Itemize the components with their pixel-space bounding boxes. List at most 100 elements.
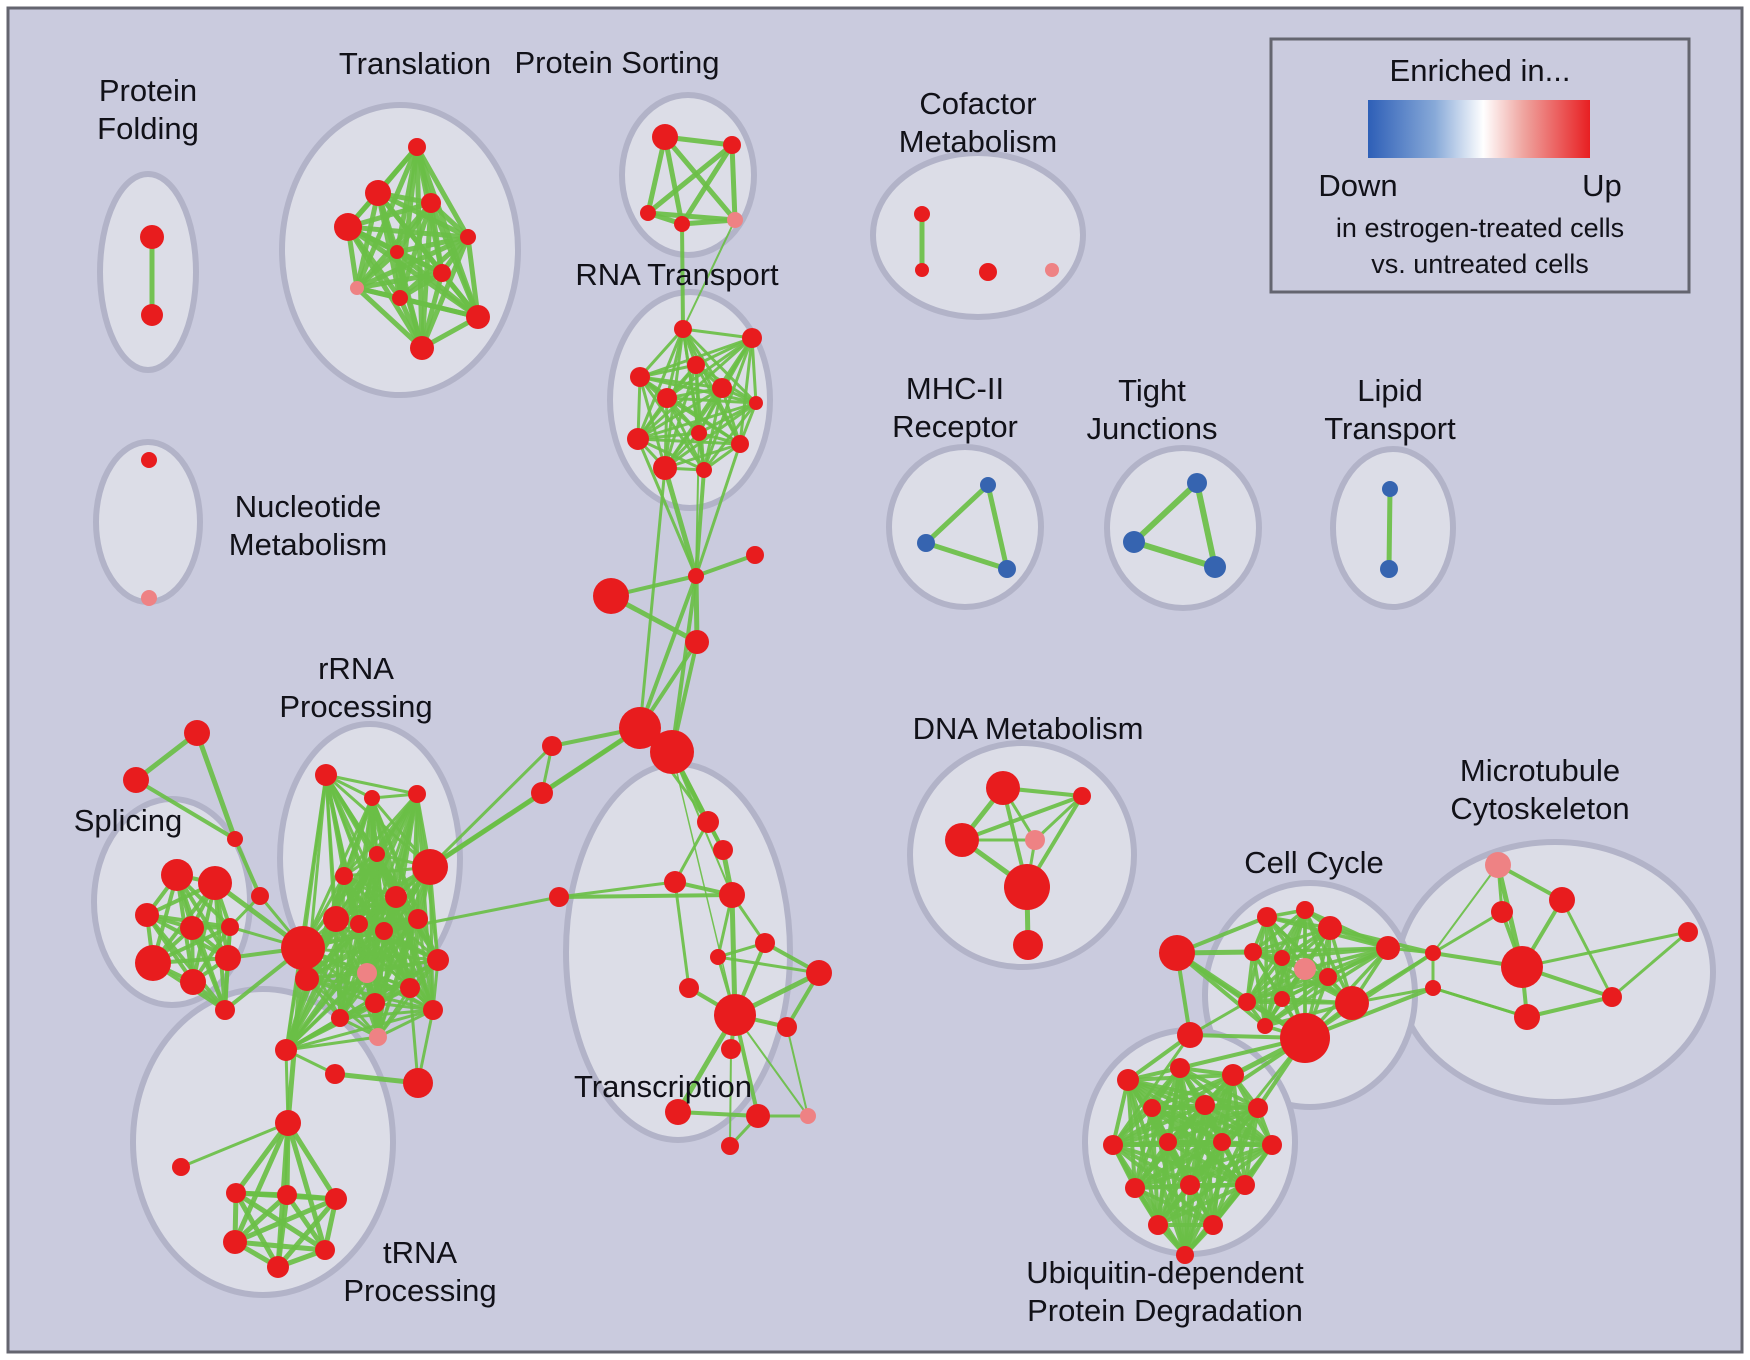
network-node-pf1 <box>140 225 164 249</box>
legend-box <box>1269 37 1691 294</box>
network-node-rr3 <box>408 785 426 803</box>
network-node-cc4 <box>1244 943 1262 961</box>
network-edge <box>284 1035 380 1052</box>
network-edge <box>1133 1143 1274 1190</box>
network-node-cc6 <box>1319 968 1337 986</box>
network-edge <box>354 270 445 291</box>
network-edge <box>663 442 742 470</box>
network-node-rr19 <box>275 1039 297 1061</box>
network-node-cchub <box>1280 1013 1330 1063</box>
network-edge <box>285 1120 328 1253</box>
network-node-tr2 <box>713 840 733 860</box>
network-edge <box>702 401 758 472</box>
network-node-rr11 <box>295 967 319 991</box>
network-edge <box>416 917 435 1012</box>
network-node-tr5 <box>755 933 775 953</box>
network-edge <box>1245 956 1284 1004</box>
network-node-s3 <box>135 903 159 927</box>
network-node-cc_left <box>1159 935 1195 971</box>
legend-down-label: Down <box>1318 168 1397 203</box>
network-node-cf3 <box>979 263 997 281</box>
legend-title: Enriched in... <box>1390 53 1571 88</box>
network-node-d4 <box>1004 864 1050 910</box>
network-node-h2 <box>650 730 694 774</box>
network-node-t7 <box>433 264 451 282</box>
network-node-u6 <box>1248 1098 1268 1118</box>
network-node-cc10 <box>1335 986 1369 1020</box>
network-node-rr15 <box>427 949 449 971</box>
network-edge <box>1386 486 1393 572</box>
network-edge <box>284 1192 328 1253</box>
network-edge <box>729 142 738 223</box>
network-edge <box>1263 946 1390 1028</box>
network-edge <box>285 1120 339 1202</box>
network-edge <box>134 778 237 841</box>
network-node-tr7 <box>806 960 832 986</box>
network-node-tj3 <box>1204 556 1226 578</box>
network-node-t3 <box>421 193 441 213</box>
cluster-ellipse-tight-junctions <box>1104 445 1262 611</box>
network-node-t4 <box>334 213 362 241</box>
network-node-rt4 <box>630 367 650 387</box>
network-node-tr3 <box>664 871 686 893</box>
cluster-label-translation: Translation <box>339 46 491 81</box>
cluster-label-trna: Processing <box>343 1273 496 1308</box>
network-edge <box>673 880 691 990</box>
network-node-t1 <box>408 138 426 156</box>
network-node-d1 <box>986 771 1020 805</box>
network-edge <box>557 893 734 899</box>
network-node-u11 <box>1125 1178 1145 1198</box>
network-edge <box>738 336 754 446</box>
network-node-tr10 <box>721 1039 741 1059</box>
network-edge <box>1280 946 1390 960</box>
network-node-tj2 <box>1123 531 1145 553</box>
network-edge <box>284 929 386 1052</box>
network-edge <box>636 327 685 441</box>
network-edge <box>679 142 735 227</box>
network-node-ccp <box>1294 958 1316 980</box>
network-node-rr12 <box>331 1009 349 1027</box>
network-node-u12 <box>1180 1175 1200 1195</box>
network-edge <box>419 270 445 351</box>
network-node-rr8 <box>350 915 368 933</box>
network-node-rr18 <box>325 1064 345 1084</box>
network-node-t8 <box>350 281 364 295</box>
cluster-label-ubiquitin: Protein Degradation <box>1027 1293 1303 1328</box>
network-node-u9 <box>1213 1133 1231 1151</box>
cluster-ellipse-lipid-transport <box>1330 446 1456 610</box>
network-node-rr7 <box>323 906 349 932</box>
network-edge <box>638 375 706 472</box>
network-edge <box>680 222 685 331</box>
network-node-rr1 <box>315 764 337 786</box>
network-edge <box>1150 1073 1235 1110</box>
network-edge <box>213 881 227 1012</box>
network-node-l2 <box>531 782 553 804</box>
network-edge <box>345 200 434 230</box>
network-node-tn4 <box>223 1230 247 1254</box>
network-node-rt3 <box>687 356 705 374</box>
network-node-x2 <box>123 767 149 793</box>
cluster-label-cofactor: Metabolism <box>899 124 1058 159</box>
network-node-d3 <box>945 823 979 857</box>
network-node-rrbig <box>412 849 448 885</box>
network-edge <box>923 482 991 546</box>
network-node-d2 <box>1073 787 1091 805</box>
cluster-label-protein-folding: Protein <box>99 73 197 108</box>
network-node-m3 <box>1514 1004 1540 1030</box>
network-node-rr14 <box>400 978 420 998</box>
network-edge <box>1432 864 1499 954</box>
network-node-cf1 <box>914 206 930 222</box>
network-node-t5 <box>460 229 476 245</box>
network-node-u7 <box>1103 1135 1123 1155</box>
legend-gradient-bar <box>1368 100 1590 158</box>
network-node-l1 <box>542 736 562 756</box>
network-node-cf2 <box>915 263 929 277</box>
network-node-rt2 <box>742 328 762 348</box>
network-node-mh1 <box>980 477 996 493</box>
network-node-tn1 <box>226 1183 246 1203</box>
network-edge <box>679 217 738 227</box>
network-edge <box>1610 930 1690 999</box>
network-node-s7 <box>180 969 206 995</box>
